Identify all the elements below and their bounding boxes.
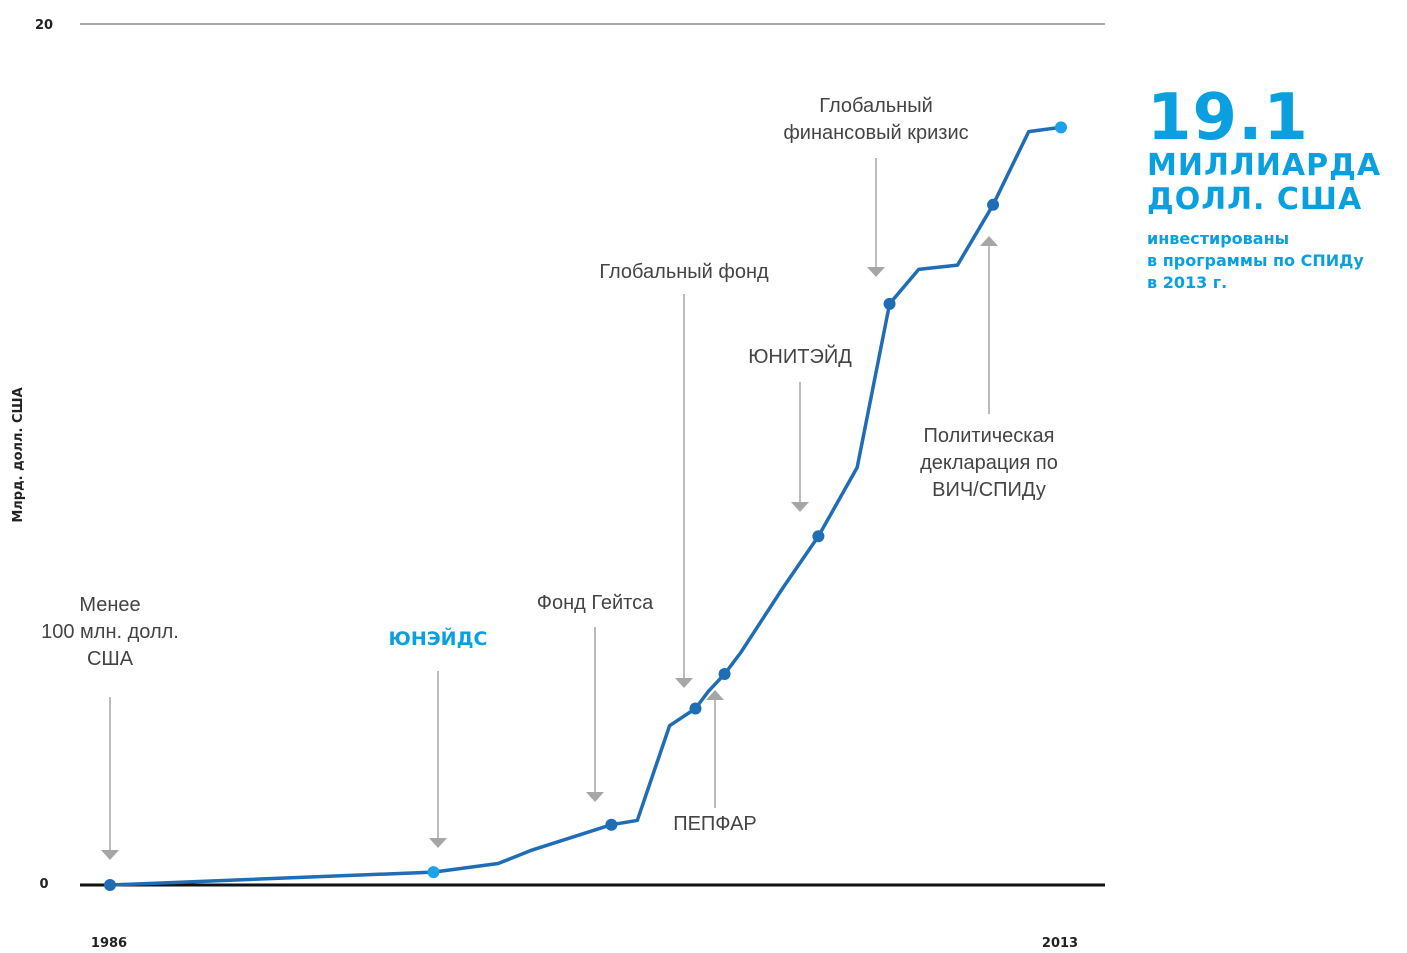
data-point-5 <box>718 668 731 681</box>
callout-description: инвестированы в программы по СПИДу в 201… <box>1147 228 1397 294</box>
annotation-less-than-100m-arrow-head <box>101 850 119 860</box>
callout-description-line-2: в программы по СПИДу <box>1147 251 1364 270</box>
annotation-pepfar-text-line-1: ПЕПФАР <box>673 813 757 835</box>
annotation-less-than-100m-text-line-2: 100 млн. долл. <box>41 621 179 643</box>
annotation-global-fund-arrow-head <box>675 678 693 688</box>
callout-description-line-3: в 2013 г. <box>1147 273 1228 292</box>
annotation-less-than-100m-text-line-1: Менее <box>79 594 140 616</box>
annotation-gates-foundation-arrow-head <box>586 792 604 802</box>
annotation-global-fund-text-line-1: Глобальный фонд <box>599 261 769 283</box>
annotation-financial-crisis-text-line-1: Глобальный <box>819 95 933 117</box>
annotation-unitaid-text-line-1: ЮНИТЭЙД <box>748 344 852 368</box>
annotation-political-declaration-arrow-head <box>980 236 998 246</box>
annotation-less-than-100m-text-line-3: США <box>87 648 134 670</box>
annotation-financial-crisis-arrow-head <box>867 267 885 277</box>
data-point-3 <box>605 818 618 831</box>
callout-description-line-1: инвестированы <box>1147 229 1290 248</box>
y-tick-label-top: 20 <box>35 18 53 33</box>
data-point-4 <box>689 702 702 715</box>
data-point-8 <box>987 198 1000 211</box>
data-point-7 <box>883 297 896 310</box>
callout-unit-line-1: МИЛЛИАРДА <box>1147 148 1382 183</box>
annotation-unaids-text-line-1: ЮНЭЙДС <box>389 627 488 650</box>
callout-value: 19.1 <box>1147 81 1309 155</box>
y-tick-label-bottom: 0 <box>39 877 48 892</box>
annotation-unitaid-arrow-head <box>791 502 809 512</box>
data-point-9 <box>1055 121 1067 134</box>
series-line-1 <box>108 125 1063 887</box>
annotation-financial-crisis-text-line-2: финансовый кризис <box>783 122 968 144</box>
callout-unit-line-2: ДОЛЛ. США <box>1147 182 1363 217</box>
annotation-political-declaration-text-line-1: Политическая <box>924 425 1055 447</box>
y-axis-title: Млрд. долл. США <box>11 387 26 522</box>
annotation-political-declaration-text-line-3: ВИЧ/СПИДу <box>932 479 1046 501</box>
data-point-6 <box>812 530 825 543</box>
annotation-political-declaration-text-line-2: декларация по <box>920 452 1058 474</box>
x-tick-label-end: 2013 <box>1042 936 1078 951</box>
summary-callout: 19.1 МИЛЛИАРДА ДОЛЛ. США инвестированы в… <box>1147 81 1397 294</box>
x-tick-label-start: 1986 <box>91 936 127 951</box>
annotation-gates-foundation-text-line-1: Фонд Гейтса <box>537 592 654 614</box>
data-point-2 <box>427 866 440 879</box>
data-point-1 <box>104 879 116 891</box>
annotation-unaids-arrow-head <box>429 838 447 848</box>
annotation-pepfar-arrow-head <box>706 690 724 700</box>
